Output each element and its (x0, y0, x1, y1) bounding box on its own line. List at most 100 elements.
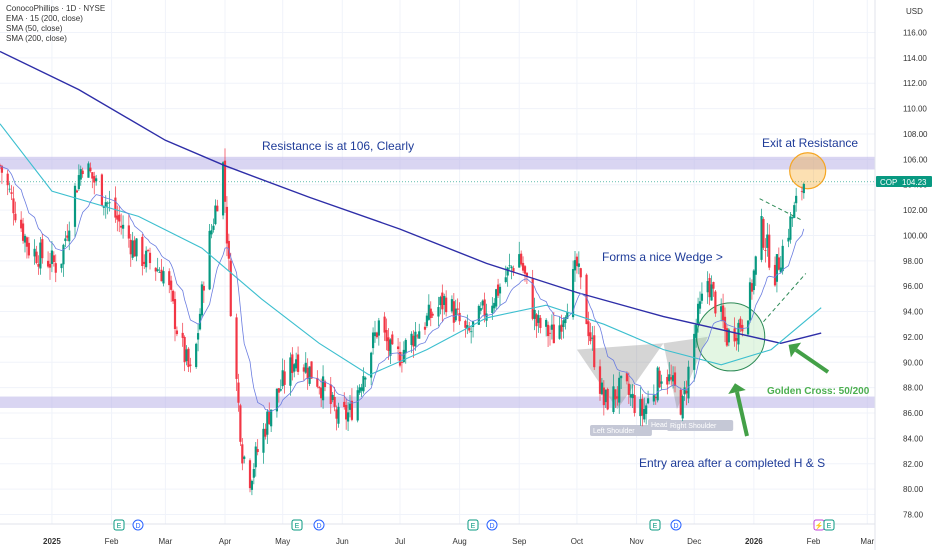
candle (143, 254, 146, 269)
candle-body (429, 308, 432, 319)
candle-body (431, 313, 434, 316)
candle (739, 316, 742, 333)
candle (766, 222, 769, 257)
candle (631, 384, 634, 409)
candle-body (187, 348, 190, 368)
candle (779, 255, 782, 273)
resistance-annotation: Resistance is at 106, Clearly (262, 139, 414, 153)
candle-body (579, 268, 582, 278)
candle-body (293, 364, 296, 372)
candle-body (279, 389, 282, 391)
candle-body (308, 366, 311, 384)
candle (114, 186, 117, 223)
candle-body (329, 384, 332, 405)
candle (598, 359, 602, 401)
candle (196, 323, 200, 352)
candle (548, 325, 552, 346)
candle (50, 241, 54, 273)
candle-body (656, 367, 659, 401)
candle-body (658, 370, 661, 388)
y-tick-label: 90.00 (903, 358, 924, 367)
candle-body (235, 317, 238, 379)
candle-body (200, 284, 204, 316)
candle-body (625, 373, 629, 382)
candle-body (598, 366, 602, 394)
candle (775, 254, 779, 293)
candle (795, 187, 798, 212)
candle-body (760, 216, 763, 260)
candle (173, 291, 177, 342)
candle (423, 322, 427, 335)
candle-body (762, 219, 765, 248)
event-marker-label: D (135, 523, 140, 530)
candle (350, 388, 354, 422)
candle-body (175, 330, 179, 335)
candle (295, 352, 298, 372)
candle (471, 321, 475, 338)
candle (62, 243, 65, 277)
event-marker (291, 519, 303, 531)
candle-body (712, 282, 715, 289)
candle (266, 408, 269, 444)
head-label-bg (648, 419, 672, 430)
candle-body (485, 313, 488, 321)
candle (329, 377, 332, 414)
candle (629, 384, 632, 406)
candle-body (660, 381, 663, 384)
candle-body (695, 324, 698, 338)
candle-body (470, 331, 473, 333)
x-tick-label: Apr (219, 537, 232, 546)
y-tick-label: 106.00 (903, 155, 928, 164)
candle-body (127, 225, 130, 239)
candle (77, 164, 80, 191)
candle (418, 323, 421, 339)
candle-body (437, 307, 440, 317)
candle-body (243, 456, 246, 459)
candle (787, 228, 790, 248)
candle-body (343, 401, 346, 408)
candle-body (264, 428, 267, 437)
y-tick-label: 98.00 (903, 257, 924, 266)
candle (371, 327, 375, 355)
candle (291, 347, 294, 381)
candle (235, 313, 238, 391)
candle-body (337, 406, 340, 424)
candle (760, 208, 763, 263)
y-tick-label: 84.00 (903, 434, 924, 443)
x-tick-label: Dec (687, 537, 701, 546)
event-marker-label: D (489, 523, 494, 530)
candle-body (171, 290, 175, 302)
candle-body (564, 317, 567, 324)
candle (129, 233, 132, 267)
candle-body (254, 446, 257, 468)
candle-body (427, 304, 430, 320)
candle-body (450, 299, 454, 312)
candle-body (346, 412, 350, 422)
candle-body (391, 334, 394, 345)
candle-body (400, 362, 404, 363)
candle (458, 302, 461, 325)
candle (762, 217, 765, 251)
candle-body (195, 343, 198, 368)
candle (102, 205, 105, 216)
candle (33, 239, 36, 265)
candle-body (496, 284, 500, 296)
candle-body (508, 265, 511, 267)
candle (495, 288, 498, 310)
candle (654, 394, 657, 405)
golden-cross-arrow (794, 348, 830, 374)
candle (566, 303, 569, 320)
candle (181, 322, 184, 347)
candle-body (387, 337, 390, 351)
candle-body (318, 387, 321, 389)
candle-body (606, 389, 609, 410)
candle-body (252, 468, 255, 478)
candle-body (735, 338, 738, 341)
annotations: Resistance is at 106, Clearly Exit at Re… (262, 136, 870, 470)
candle (360, 383, 363, 397)
candle (306, 358, 309, 390)
candle-body (283, 371, 286, 385)
candle-body (148, 252, 152, 264)
candle-body (600, 382, 604, 395)
